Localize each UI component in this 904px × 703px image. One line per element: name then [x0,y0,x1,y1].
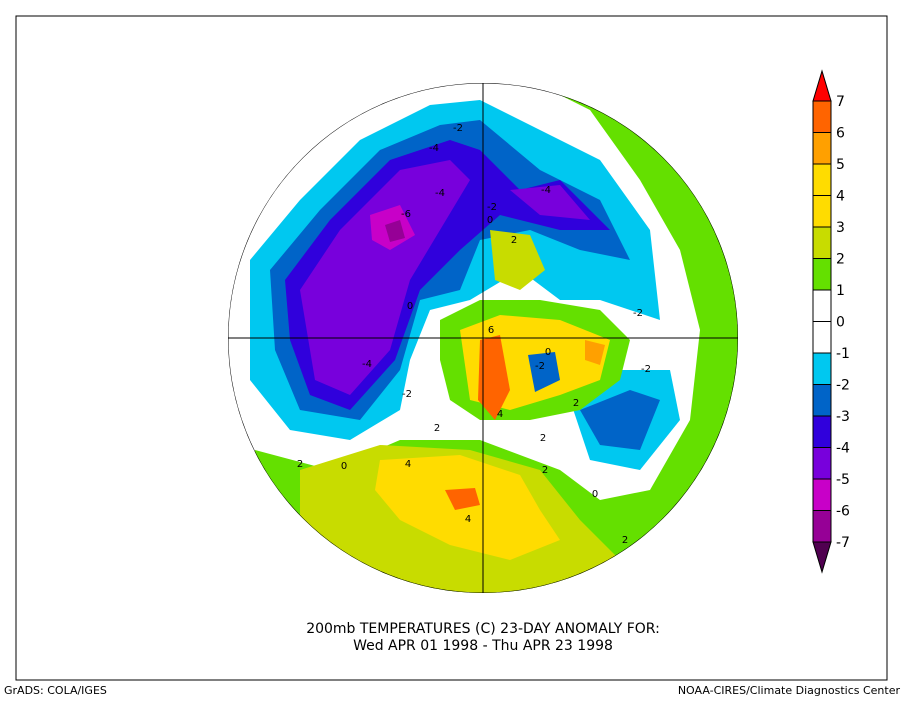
contour-label: 2 [622,535,628,546]
colorbar-bin [812,352,832,385]
contour-label: 0 [407,301,413,312]
contour-label: -4 [429,143,439,154]
contour-label: -2 [633,308,643,319]
contour-label: -2 [535,361,545,372]
footer-right: NOAA-CIRES/Climate Diagnostics Center [678,684,901,697]
title-line-1: 200mb TEMPERATURES (C) 23-DAY ANOMALY FO… [306,621,660,637]
contour-labels: -2 -4 -4 -4 -6 -2 0 2 -2 0 6 0 -2 -4 -2 … [297,123,651,546]
contour-label: 4 [465,514,471,525]
contour-label: -2 [641,364,651,375]
contour-label: 0 [592,489,598,500]
colorbar-bin [812,195,832,228]
warm-region-north [490,230,545,290]
contour-label: -2 [487,202,497,213]
contour-label: 2 [573,398,579,409]
colorbar-bin [812,384,832,417]
colorbar-tick-label: 3 [836,220,845,236]
contour-label: -4 [541,185,551,196]
colorbar-bin [812,289,832,322]
contour-label: 0 [545,347,551,358]
contour-label: 0 [487,215,493,226]
colorbar-bin [812,100,832,133]
colorbar-bin [812,163,832,196]
polar-map [228,83,738,593]
colorbar-bin [812,321,832,354]
colorbar-bin [812,132,832,165]
contour-label: -2 [402,389,412,400]
contour-label: 0 [341,461,347,472]
colorbar-bin [812,415,832,448]
contour-label: -4 [362,359,372,370]
colorbar: 7 6 5 4 3 2 1 0 -1 -2 -3 -4 -5 -6 -7 [812,69,850,574]
contour-label: 2 [434,423,440,434]
colorbar-tick-label: -4 [836,441,850,457]
contour-label: -2 [453,123,463,134]
colorbar-bin [812,447,832,480]
contour-label: -4 [435,188,445,199]
cold-region-east-4 [510,185,590,220]
cold-core-2 [385,220,405,242]
cold-region-atlantic-2 [580,390,660,450]
colorbar-bottom-arrow [812,541,832,574]
warm-core-east [585,340,605,365]
colorbar-tick-label: 1 [836,283,845,299]
footer-left: GrADS: COLA/IGES [4,684,107,697]
warm-core-us [445,488,480,510]
title-line-2: Wed APR 01 1998 - Thu APR 23 1998 [353,638,613,654]
contour-label: 2 [540,433,546,444]
contour-label: 2 [297,459,303,470]
colorbar-tick-label: 0 [836,315,845,331]
colorbar-tick-label: 2 [836,252,845,268]
colorbar-tick-label: -3 [836,409,850,425]
colorbar-tick-label: -6 [836,504,850,520]
colorbar-tick-label: -2 [836,378,850,394]
colorbar-bin [812,258,832,291]
warm-core-arctic [478,335,510,420]
colorbar-tick-label: -1 [836,346,850,362]
colorbar-bin [812,226,832,259]
contour-label: 2 [542,465,548,476]
colorbar-tick-label: 5 [836,157,845,173]
colorbar-bin [812,510,832,543]
cold-region-west-4 [300,160,470,395]
colorbar-bin [812,478,832,511]
cold-spot-arctic [528,352,560,392]
colorbar-tick-label: 6 [836,126,845,142]
contour-label: -6 [401,209,411,220]
contour-label: 4 [497,409,503,420]
colorbar-tick-label: 4 [836,189,845,205]
contour-label: 2 [511,235,517,246]
contour-label: 4 [405,459,411,470]
colorbar-tick-label: -5 [836,472,850,488]
contour-label: 6 [488,325,494,336]
colorbar-tick-label: 7 [836,94,845,110]
colorbar-tick-label: -7 [836,535,850,551]
